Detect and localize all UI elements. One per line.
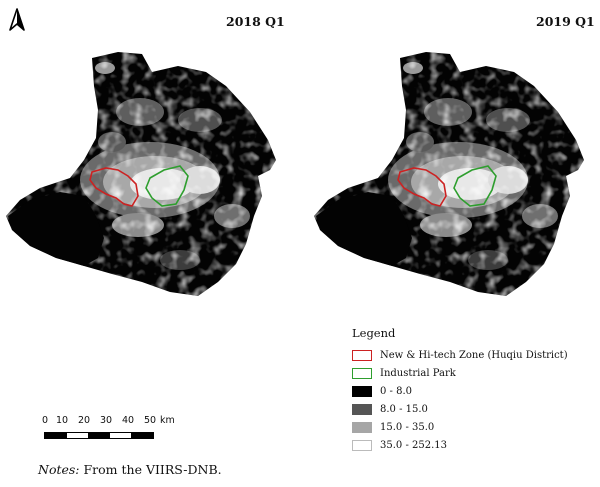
notes-text: From the VIIRS-DNB. — [83, 462, 222, 477]
scale-tick-label: 10 — [56, 415, 69, 426]
scale-unit: km — [160, 415, 175, 426]
legend-fill-swatch — [352, 403, 372, 415]
legend-item-label: 35.0 - 252.13 — [380, 439, 447, 451]
legend-fill-swatch — [352, 439, 372, 451]
legend-item: New & Hi-tech Zone (Huqiu District) — [352, 348, 568, 362]
notes: Notes: From the VIIRS-DNB. — [38, 462, 222, 477]
legend-title: Legend — [352, 326, 396, 340]
legend-item: 35.0 - 252.13 — [352, 438, 447, 452]
legend-item: 15.0 - 35.0 — [352, 420, 434, 434]
legend-item: 0 - 8.0 — [352, 384, 412, 398]
notes-prefix: Notes: — [38, 462, 80, 477]
legend-item-label: 0 - 8.0 — [380, 385, 413, 397]
map-2019 — [308, 20, 598, 310]
legend-outline-swatch — [352, 349, 372, 361]
legend-item-label: Industrial Park — [380, 367, 456, 379]
panel-title-2019: 2019 Q1 — [536, 14, 595, 29]
legend-item: Industrial Park — [352, 366, 456, 380]
legend-item-label: New & Hi-tech Zone (Huqiu District) — [380, 349, 568, 361]
panel-title-2018: 2018 Q1 — [226, 14, 285, 29]
map-2018 — [0, 20, 290, 310]
legend-outline-swatch — [352, 367, 372, 379]
scale-tick-label: 0 — [42, 415, 49, 426]
scale-bar — [44, 432, 154, 439]
scale-tick-label: 50 — [144, 415, 157, 426]
scale-tick-label: 30 — [100, 415, 113, 426]
scale-tick-label: 40 — [122, 415, 135, 426]
legend-item: 8.0 - 15.0 — [352, 402, 428, 416]
legend-fill-swatch — [352, 421, 372, 433]
legend-fill-swatch — [352, 385, 372, 397]
legend-item-label: 15.0 - 35.0 — [380, 421, 435, 433]
north-arrow-icon — [9, 8, 25, 31]
scale-tick-label: 20 — [78, 415, 91, 426]
legend-item-label: 8.0 - 15.0 — [380, 403, 428, 415]
